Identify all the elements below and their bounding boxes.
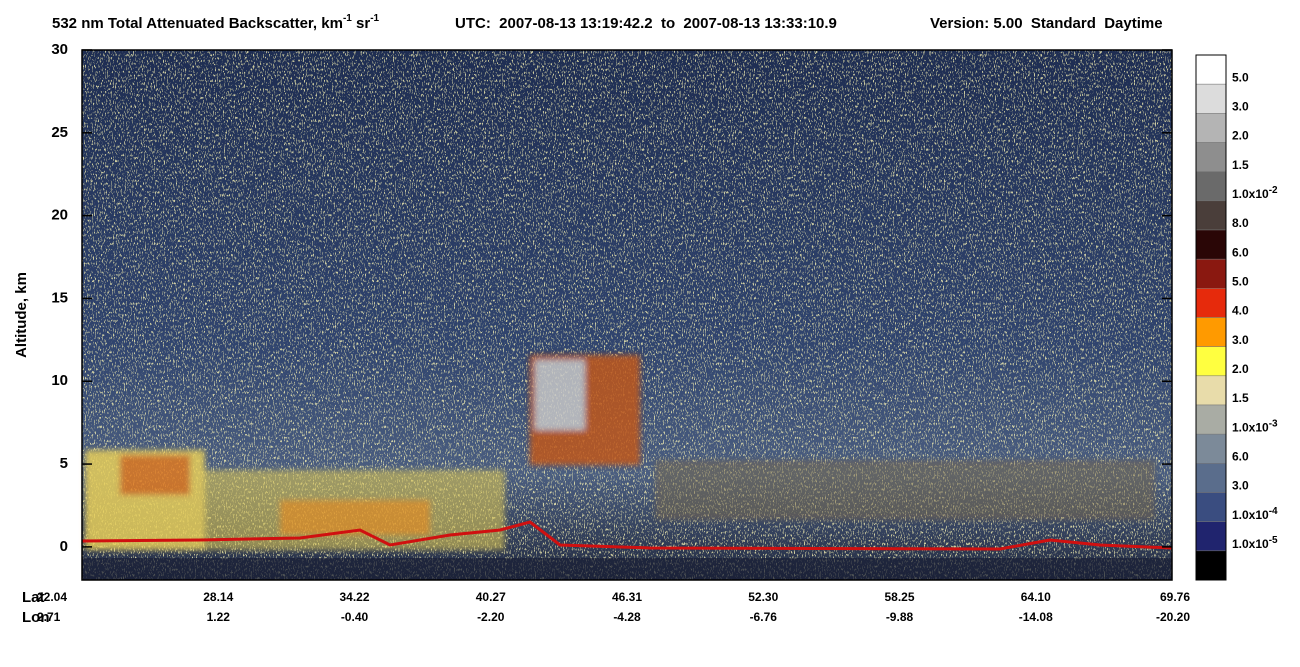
x-tick-label: -9.88 — [886, 610, 914, 624]
colorbar-label: 1.5 — [1232, 391, 1249, 405]
y-tick-label: 10 — [51, 372, 68, 389]
x-tick-label: 2.71 — [37, 610, 61, 624]
x-tick-label: 40.27 — [476, 590, 506, 604]
colorbar-swatch — [1195, 346, 1227, 377]
colorbar-label: 3.0 — [1232, 333, 1249, 347]
colorbar-label: 3.0 — [1232, 100, 1249, 114]
colorbar-label: 6.0 — [1232, 246, 1249, 260]
colorbar-label: 1.0x10-4 — [1232, 505, 1278, 522]
colorbar-swatch — [1195, 492, 1227, 522]
colorbar-label: 1.5 — [1232, 158, 1249, 172]
colorbar-label-text: 1.0x10 — [1232, 537, 1269, 551]
colorbar-label-exponent: -4 — [1269, 505, 1278, 516]
backscatter-image — [81, 50, 1173, 580]
row-label: Lon — [22, 609, 50, 626]
y-tick-label: 5 — [60, 455, 68, 472]
colorbar-label: 5.0 — [1232, 71, 1249, 85]
colorbar-label-text: 2.0 — [1232, 362, 1249, 376]
y-tick-label: 20 — [51, 207, 68, 224]
x-tick-label: -20.20 — [1156, 610, 1190, 624]
colorbar-swatch — [1195, 288, 1227, 318]
x-tick-label: -0.40 — [341, 610, 369, 624]
y-tick-label: 30 — [51, 41, 68, 58]
x-tick-label: -2.20 — [477, 610, 505, 624]
x-tick-label: 22.04 — [37, 590, 67, 604]
x-tick-label: 69.76 — [1160, 590, 1190, 604]
colorbar-swatch — [1195, 375, 1227, 406]
colorbar-swatch — [1195, 142, 1227, 172]
colorbar-label-text: 5.0 — [1232, 275, 1249, 289]
colorbar-label-text: 6.0 — [1232, 246, 1249, 260]
colorbar-label: 6.0 — [1232, 450, 1249, 464]
colorbar-label-text: 1.5 — [1232, 391, 1249, 405]
y-axis-label: Altitude, km — [13, 272, 30, 358]
x-tick-label: 34.22 — [339, 590, 369, 604]
colorbar-label-text: 3.0 — [1232, 333, 1249, 347]
colorbar-label-exponent: -3 — [1269, 418, 1278, 429]
colorbar-label: 4.0 — [1232, 304, 1249, 318]
x-tick-label: 64.10 — [1021, 590, 1051, 604]
colorbar-label-text: 1.0x10 — [1232, 508, 1269, 522]
colorbar-swatch — [1195, 521, 1227, 552]
utc-range: UTC: 2007-08-13 13:19:42.2 to 2007-08-13… — [455, 15, 837, 32]
colorbar-swatch — [1195, 258, 1227, 289]
colorbar-swatch — [1195, 463, 1227, 493]
colorbar-swatch — [1195, 83, 1227, 114]
colorbar-swatch — [1195, 550, 1227, 581]
colorbar-label-text: 5.0 — [1232, 71, 1249, 85]
colorbar-label: 2.0 — [1232, 362, 1249, 376]
colorbar-label: 1.0x10-3 — [1232, 418, 1278, 435]
colorbar-label: 3.0 — [1232, 479, 1249, 493]
x-tick-label: 28.14 — [203, 590, 233, 604]
colorbar-label: 5.0 — [1232, 275, 1249, 289]
x-tick-label: 1.22 — [207, 610, 231, 624]
y-tick-label: 25 — [51, 124, 68, 141]
colorbar-swatch — [1195, 54, 1227, 85]
colorbar-swatch — [1195, 229, 1227, 260]
colorbar-swatch — [1195, 113, 1227, 143]
colorbar-label-text: 8.0 — [1232, 216, 1249, 230]
y-tick-label: 15 — [51, 289, 68, 306]
colorbar-swatch — [1195, 404, 1227, 435]
plot-frame — [81, 49, 1173, 581]
colorbar-frame — [1195, 54, 1227, 581]
colorbar-label: 1.0x10-2 — [1232, 185, 1278, 202]
x-tick-label: -4.28 — [613, 610, 641, 624]
x-tick-label: 46.31 — [612, 590, 642, 604]
colorbar-label: 8.0 — [1232, 216, 1249, 230]
chart-title: 532 nm Total Attenuated Backscatter, km-… — [52, 13, 380, 32]
colorbar-label-exponent: -2 — [1269, 185, 1278, 196]
colorbar-label: 2.0 — [1232, 129, 1249, 143]
y-tick-label: 0 — [60, 538, 68, 555]
x-tick-label: -14.08 — [1019, 610, 1053, 624]
colorbar-label-text: 2.0 — [1232, 129, 1249, 143]
colorbar-label-text: 4.0 — [1232, 304, 1249, 318]
colorbar-label-exponent: -5 — [1269, 535, 1278, 546]
colorbar-swatch — [1195, 317, 1227, 347]
colorbar-swatch — [1195, 171, 1227, 202]
colorbar-swatch — [1195, 200, 1227, 231]
x-tick-label: -6.76 — [750, 610, 778, 624]
colorbar-label-text: 1.0x10 — [1232, 187, 1269, 201]
x-tick-label: 52.30 — [748, 590, 778, 604]
x-tick-label: 58.25 — [884, 590, 914, 604]
colorbar-label-text: 1.0x10 — [1232, 421, 1269, 435]
colorbar-label-text: 3.0 — [1232, 100, 1249, 114]
colorbar-label-text: 3.0 — [1232, 479, 1249, 493]
colorbar-label-text: 1.5 — [1232, 158, 1249, 172]
version: Version: 5.00 Standard Daytime — [930, 15, 1163, 32]
colorbar-label-text: 6.0 — [1232, 450, 1249, 464]
row-label: Lat — [22, 589, 45, 606]
colorbar-label: 1.0x10-5 — [1232, 535, 1278, 552]
colorbar-swatch — [1195, 433, 1227, 464]
